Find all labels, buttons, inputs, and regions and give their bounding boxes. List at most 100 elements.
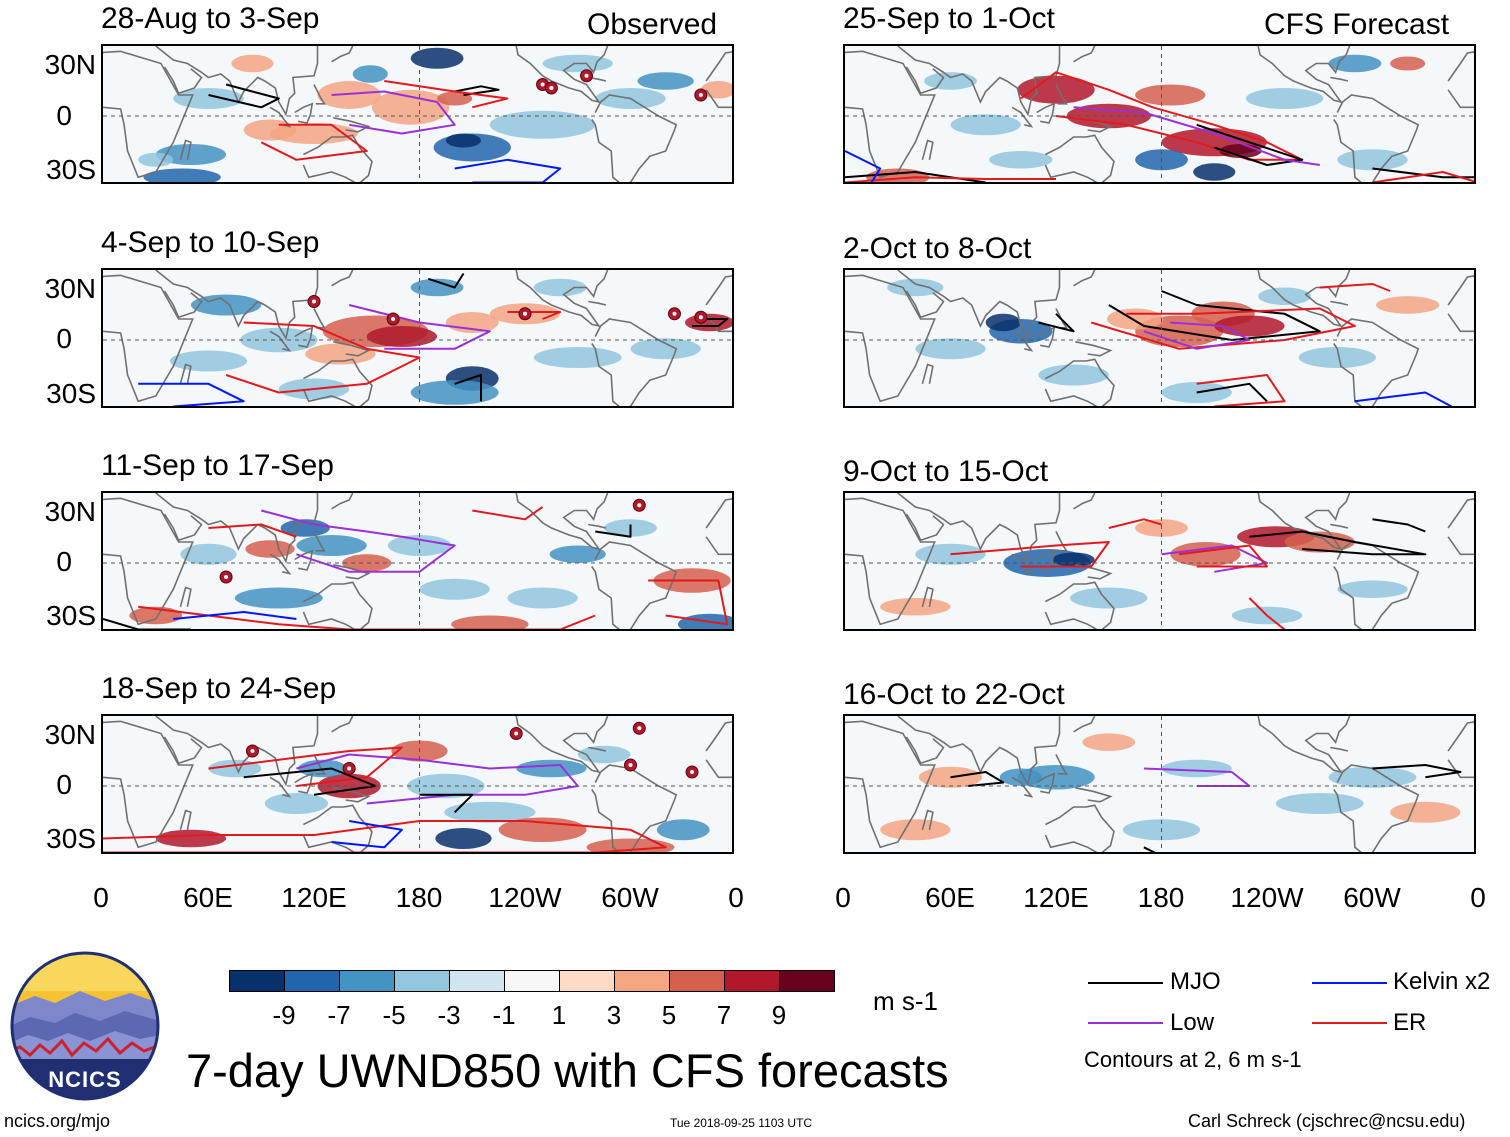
colorbar-swatch <box>449 970 505 992</box>
wind-anomaly-blob <box>985 313 1021 332</box>
wind-anomaly-blob <box>138 152 174 167</box>
map-panel-obs-3 <box>101 491 734 631</box>
wind-anomaly-blob <box>637 72 694 90</box>
contour-line <box>1372 764 1462 779</box>
wind-anomaly-blob <box>549 545 606 563</box>
wind-anomaly-blob <box>1376 296 1440 314</box>
coastline <box>1257 493 1351 551</box>
lat-label-30n: 30N <box>44 496 96 527</box>
contour-line <box>648 579 729 626</box>
coastline <box>1036 102 1056 124</box>
storm-marker-icon <box>632 498 646 512</box>
wind-anomaly-blob <box>410 47 464 69</box>
contour-line <box>103 618 191 629</box>
lon-label-60e: 60E <box>925 882 975 913</box>
lon-label-0: 0 <box>728 882 744 913</box>
contour-line <box>595 524 632 538</box>
contour-line <box>1108 518 1162 529</box>
legend-mjo-label: MJO <box>1170 968 1221 995</box>
coastline <box>1011 106 1034 128</box>
main-title: 7-day UWND850 with CFS forecasts <box>186 1044 949 1097</box>
contour-line <box>1038 313 1075 333</box>
coastline <box>591 318 678 406</box>
colorbar-swatch <box>614 970 670 992</box>
contour-line <box>454 374 482 402</box>
colorbar-tick-label: 9 <box>771 1000 787 1030</box>
lat-label-30n: 30N <box>44 719 96 750</box>
contour-line <box>1372 518 1426 533</box>
coastline <box>1073 270 1096 287</box>
wind-anomaly-blob <box>1017 75 1095 104</box>
wind-anomaly-blob <box>372 89 450 125</box>
coastline <box>845 274 936 403</box>
lat-label-30n: 30N <box>44 273 96 304</box>
contour-line <box>419 793 474 814</box>
wind-anomaly-blob <box>989 151 1053 169</box>
wind-anomaly-blob <box>880 598 951 616</box>
colorbar-swatch <box>779 970 835 992</box>
wind-anomaly-blob <box>630 338 701 360</box>
contour-line <box>472 506 544 521</box>
contour-line <box>950 541 1110 568</box>
contour-line <box>225 321 421 394</box>
wind-anomaly-blob <box>445 133 482 148</box>
coastline <box>921 586 934 608</box>
contour-line <box>1196 123 1304 166</box>
storm-marker-icon <box>685 765 699 779</box>
map-canvas <box>103 493 732 629</box>
colorbar-tick-label: 7 <box>716 1000 732 1030</box>
wind-anomaly-blob <box>1258 287 1311 305</box>
wind-anomaly-blob <box>410 380 499 405</box>
storm-marker-icon <box>518 307 532 321</box>
contour-line <box>1108 290 1321 341</box>
coastline <box>331 493 354 510</box>
coastline <box>1330 300 1349 306</box>
coastline <box>103 497 194 626</box>
contour-line <box>1178 544 1268 568</box>
lon-label-180: 180 <box>395 882 443 913</box>
wind-anomaly-blob <box>243 119 297 141</box>
wind-anomaly-blob <box>155 829 227 848</box>
map-canvas <box>845 270 1474 406</box>
contour-line <box>103 820 667 852</box>
coastline <box>705 275 732 333</box>
panel-title-obs-3: 11-Sep to 17-Sep <box>101 449 334 482</box>
wind-anomaly-blob <box>407 773 485 799</box>
wind-anomaly-blob <box>915 338 986 360</box>
contour-note: Contours at 2, 6 m s-1 <box>1084 1047 1302 1072</box>
contour-line <box>1372 171 1474 182</box>
coastline <box>845 497 936 626</box>
map-panel-fc-2 <box>843 268 1476 408</box>
coastline <box>897 46 1061 117</box>
wind-anomaly-blob <box>507 587 578 609</box>
forecast-header: CFS Forecast <box>1264 8 1450 41</box>
coastline <box>588 300 607 306</box>
coastline <box>333 341 371 357</box>
colorbar-swatch <box>724 970 780 992</box>
coastline <box>1011 776 1034 798</box>
map-canvas <box>845 46 1474 182</box>
coastline <box>897 493 1061 564</box>
colorbar-swatch <box>229 970 285 992</box>
coastline <box>313 308 326 329</box>
lon-label-120w: 120W <box>1230 882 1304 913</box>
wind-anomaly-blob <box>317 81 381 109</box>
coastline <box>588 523 607 529</box>
storm-marker-icon <box>624 758 637 772</box>
wind-anomaly-blob <box>1337 580 1408 598</box>
lat-label-30s: 30S <box>46 823 96 854</box>
colorbar-tick-label: 3 <box>606 1000 622 1030</box>
coastline <box>103 50 194 179</box>
map-panel-fc-1 <box>843 44 1476 184</box>
map-panel-obs-2 <box>101 268 734 408</box>
wind-anomaly-blob <box>1390 56 1426 71</box>
coastline <box>1036 772 1056 794</box>
coastline <box>921 809 934 831</box>
footer-url[interactable]: ncics.org/mjo <box>4 1111 111 1131</box>
storm-marker-icon <box>307 295 321 308</box>
coastline <box>591 541 678 629</box>
storm-marker-icon <box>694 88 708 102</box>
logo-text: NCICS <box>48 1067 122 1092</box>
wind-anomaly-blob <box>1161 759 1232 778</box>
contour-line <box>845 176 1056 182</box>
